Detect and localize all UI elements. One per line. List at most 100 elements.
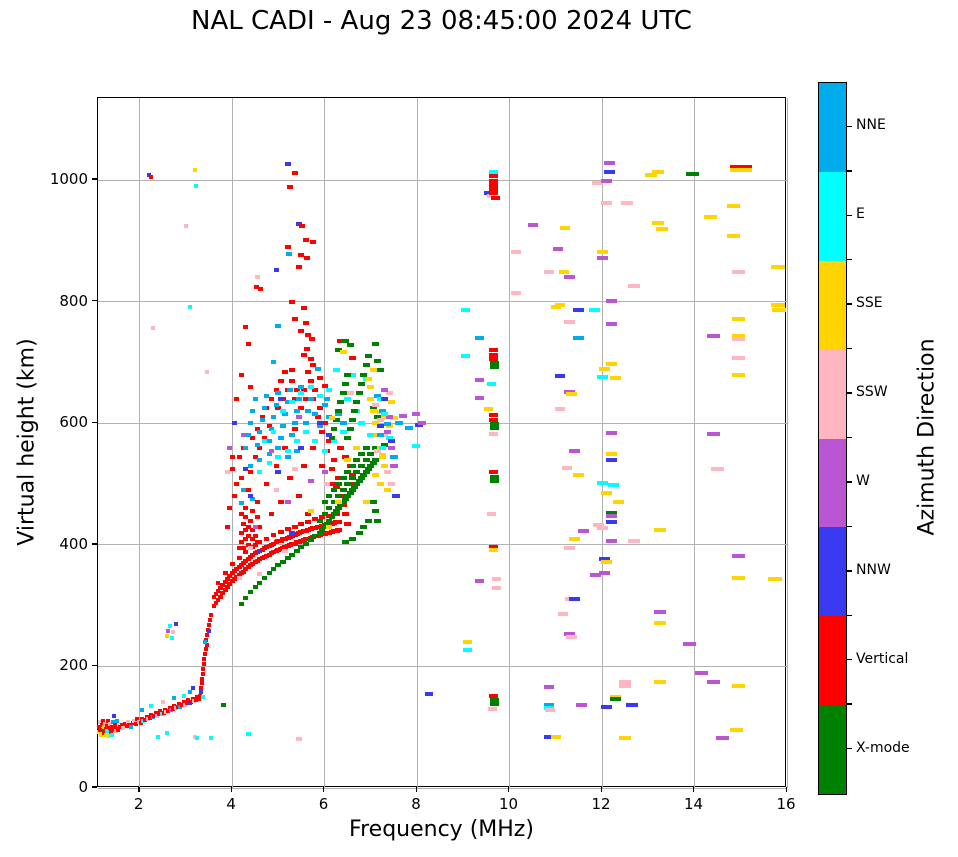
echo-point: [275, 469, 282, 474]
echo-point: [330, 439, 337, 444]
echo-point: [143, 717, 148, 722]
echo-point: [770, 265, 785, 269]
x-gridline: [694, 98, 696, 788]
echo-point: [316, 421, 323, 426]
echo-point: [245, 342, 251, 347]
echo-point: [238, 512, 244, 517]
echo-point: [376, 396, 384, 401]
echo-point: [321, 383, 328, 388]
echo-point: [252, 396, 258, 401]
echo-point: [555, 303, 566, 308]
colorbar-boundary-tick: [847, 436, 852, 439]
echo-point: [286, 475, 293, 480]
echo-point: [172, 696, 177, 701]
echo-point: [243, 325, 249, 330]
echo-point: [653, 527, 666, 532]
echo-point: [200, 676, 205, 681]
echo-point: [362, 469, 370, 474]
y-tick-mark: [92, 178, 97, 180]
echo-point: [601, 704, 613, 709]
echo-point: [337, 503, 345, 508]
echo-point: [245, 433, 251, 438]
echo-point: [216, 589, 221, 594]
echo-point: [243, 536, 249, 541]
echo-point: [731, 683, 745, 688]
echo-point: [188, 304, 193, 309]
echo-point: [277, 500, 284, 505]
echo-point: [344, 372, 352, 377]
echo-point: [209, 735, 214, 740]
echo-point: [326, 524, 333, 529]
echo-point: [96, 725, 101, 730]
echo-point: [106, 719, 111, 724]
echo-point: [685, 171, 699, 176]
echo-point: [161, 710, 166, 715]
echo-point: [238, 475, 244, 480]
echo-point: [167, 624, 172, 629]
echo-point: [334, 494, 342, 499]
echo-point: [488, 547, 498, 552]
echo-point: [610, 375, 622, 380]
echo-point: [706, 431, 720, 436]
echo-point: [337, 445, 345, 450]
x-tick-label: 2: [133, 795, 144, 813]
echo-point: [334, 348, 342, 353]
echo-point: [305, 409, 312, 414]
echo-point: [105, 729, 110, 734]
echo-point: [715, 736, 729, 741]
colorbar-label-nne: NNE: [856, 117, 886, 134]
echo-point: [365, 354, 372, 359]
echo-point: [293, 448, 300, 453]
echo-point: [729, 728, 743, 733]
echo-point: [653, 609, 666, 614]
colorbar-label-sse: SSE: [856, 295, 883, 312]
echo-point: [341, 454, 349, 459]
echo-point: [229, 562, 235, 567]
echo-point: [488, 544, 498, 549]
y-gridline: [98, 787, 787, 789]
echo-point: [365, 466, 372, 471]
echo-point: [264, 482, 270, 487]
echo-point: [183, 223, 188, 228]
echo-point: [202, 657, 207, 662]
echo-point: [334, 409, 342, 414]
echo-point: [489, 187, 499, 192]
echo-point: [376, 418, 384, 423]
echo-point: [323, 482, 330, 487]
echo-point: [261, 575, 267, 580]
echo-point: [231, 577, 237, 582]
echo-point: [203, 640, 208, 645]
echo-point: [381, 387, 389, 392]
echo-point: [248, 463, 254, 468]
echo-point: [424, 691, 433, 696]
echo-point: [358, 451, 366, 456]
echo-point: [605, 520, 617, 525]
echo-point: [181, 700, 186, 705]
echo-point: [279, 424, 286, 429]
echo-point: [303, 430, 310, 435]
echo-point: [573, 472, 585, 477]
colorbar-label-ssw: SSW: [856, 384, 888, 401]
colorbar-tick-mark: [847, 570, 852, 572]
echo-point: [412, 411, 421, 416]
echo-point: [120, 723, 125, 728]
echo-point: [381, 442, 389, 447]
echo-point: [103, 727, 108, 732]
echo-point: [339, 475, 347, 480]
echo-point: [564, 275, 576, 280]
colorbar-boundary-tick: [847, 170, 852, 172]
echo-point: [97, 720, 102, 725]
echo-point: [238, 602, 244, 607]
echo-point: [355, 390, 363, 395]
echo-point: [588, 307, 600, 312]
echo-point: [489, 431, 499, 436]
echo-point: [369, 500, 377, 505]
echo-point: [121, 726, 126, 731]
echo-point: [296, 265, 303, 269]
echo-point: [253, 285, 259, 290]
echo-point: [250, 509, 256, 514]
echo-point: [277, 436, 284, 441]
echo-point: [255, 515, 261, 520]
colorbar-label-e: E: [856, 206, 865, 223]
echo-point: [102, 731, 106, 736]
